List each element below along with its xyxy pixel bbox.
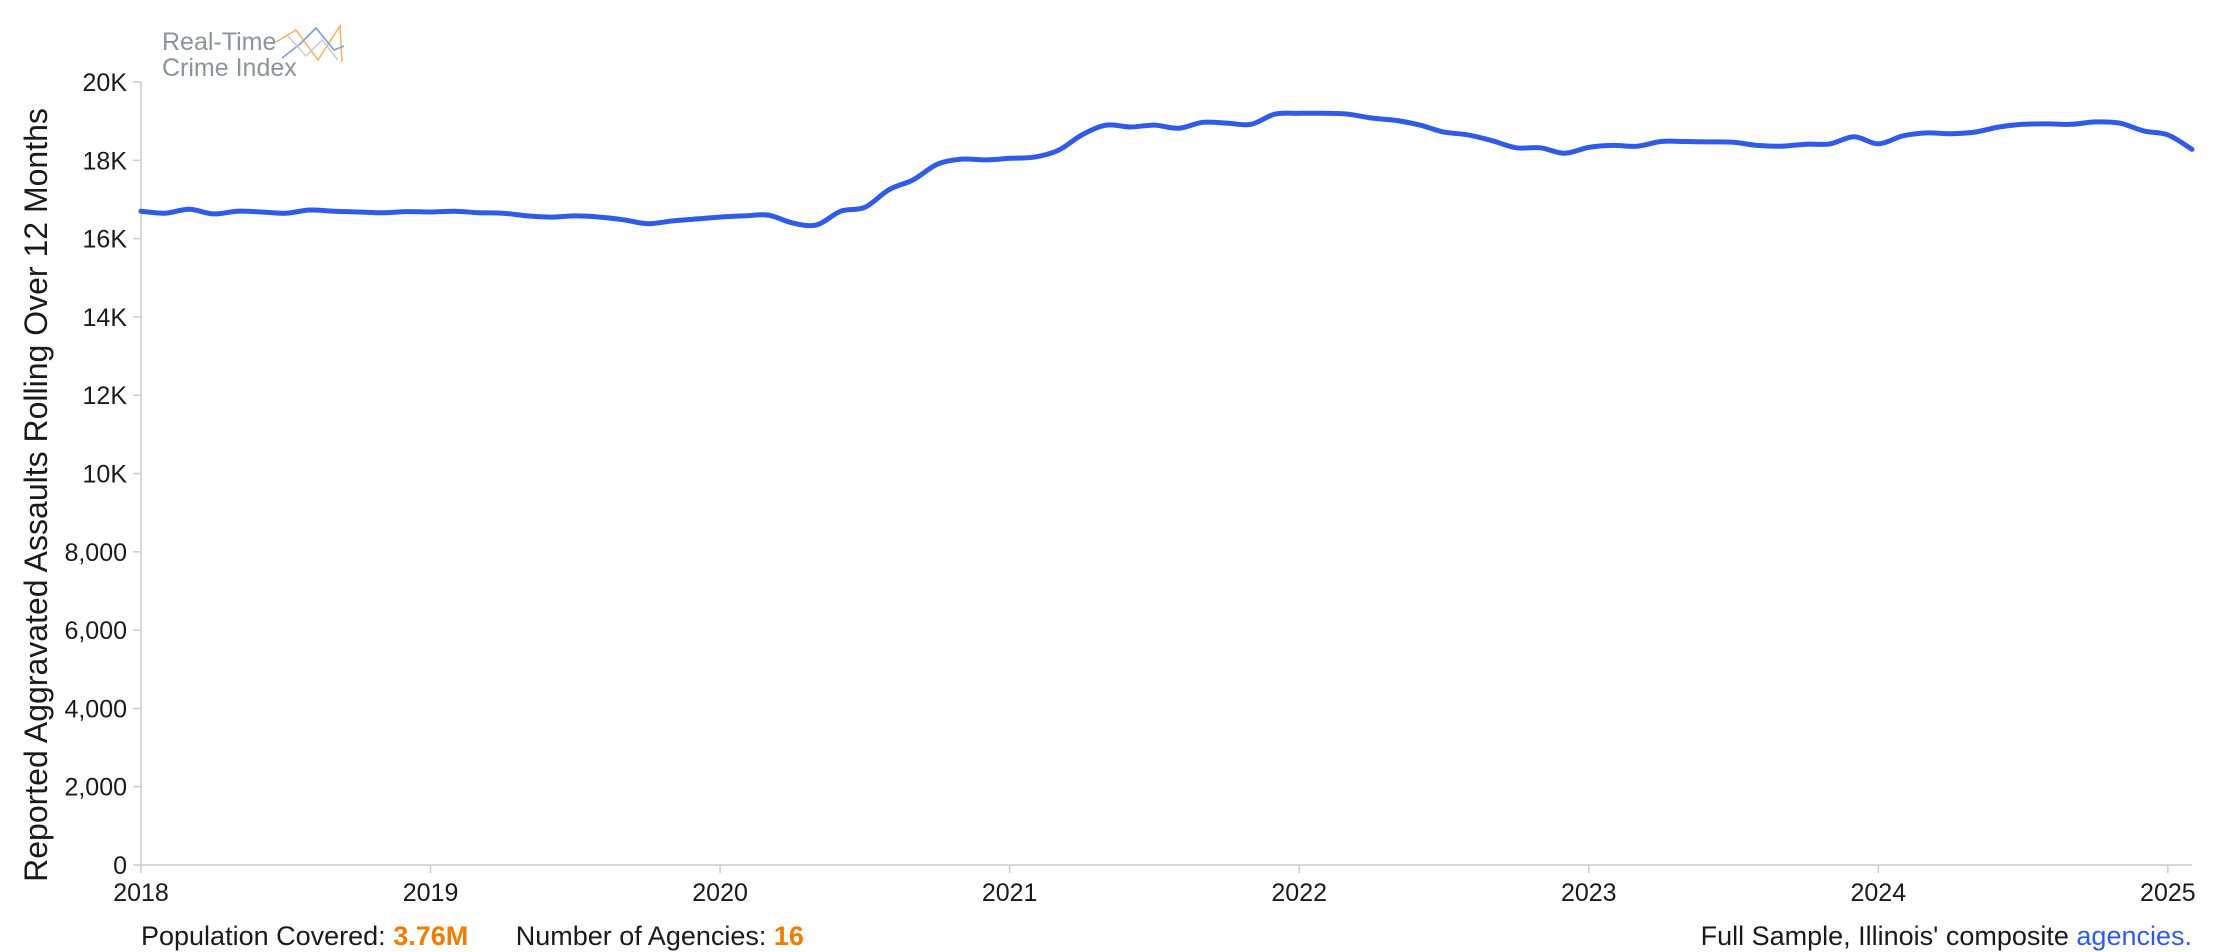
x-tick-label: 2019 xyxy=(403,879,459,907)
y-tick-label: 14K xyxy=(83,304,128,332)
y-axis-ticks: 0 2,000 4,000 6,000 8,000 10K 12K 14K 16K 18K 20K xyxy=(64,69,141,880)
real-time-crime-index-logo[interactable]: Real-Time Crime Index xyxy=(162,23,345,82)
coverage-stats: Population Covered: 3.76M Number of Agen… xyxy=(141,920,844,952)
sample-text: Full Sample, Illinois' composite xyxy=(1700,921,2069,951)
agencies-label: Number of Agencies: xyxy=(515,921,767,951)
logo-line-1: Real-Time xyxy=(162,28,276,56)
logo-mark-icon xyxy=(275,23,345,63)
agencies-stat: Number of Agencies: 16 xyxy=(516,921,804,951)
x-tick-label: 2022 xyxy=(1271,879,1327,907)
x-tick-label: 2018 xyxy=(113,879,169,907)
y-tick-label: 6,000 xyxy=(64,617,127,645)
population-label: Population Covered: xyxy=(141,921,386,951)
x-tick-label: 2023 xyxy=(1561,879,1617,907)
logo-line-2: Crime Index xyxy=(162,54,297,82)
agencies-value: 16 xyxy=(773,921,804,951)
sample-note: Full Sample, Illinois' composite agencie… xyxy=(1701,920,2192,952)
population-value: 3.76M xyxy=(393,921,469,951)
y-tick-label: 0 xyxy=(113,852,127,880)
y-tick-label: 18K xyxy=(83,147,128,175)
y-axis-title: Reported Aggravated Assaults Rolling Ove… xyxy=(18,108,54,882)
y-tick-label: 2,000 xyxy=(64,774,127,802)
y-tick-label: 20K xyxy=(83,69,128,97)
x-axis-ticks: 2018 2019 2020 2021 2022 2023 2024 2025 xyxy=(113,865,2196,907)
x-tick-label: 2020 xyxy=(692,879,748,907)
y-tick-label: 4,000 xyxy=(64,695,127,723)
y-tick-label: 16K xyxy=(83,226,128,254)
y-tick-label: 12K xyxy=(83,382,128,410)
y-tick-label: 10K xyxy=(83,461,128,489)
agencies-link[interactable]: agencies. xyxy=(2076,921,2192,951)
population-stat: Population Covered: 3.76M xyxy=(141,921,476,951)
x-tick-label: 2024 xyxy=(1851,879,1907,907)
x-tick-label: 2025 xyxy=(2140,879,2196,907)
assaults-series-line xyxy=(138,110,2195,229)
x-tick-label: 2021 xyxy=(982,879,1038,907)
y-tick-label: 8,000 xyxy=(64,539,127,567)
